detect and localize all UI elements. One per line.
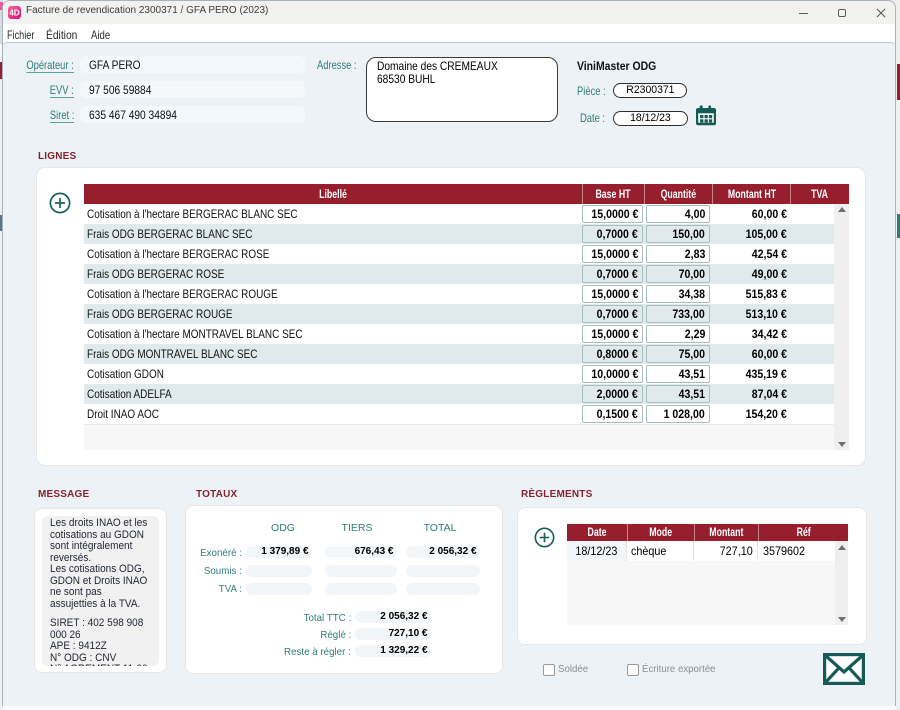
svg-text:4D: 4D bbox=[9, 9, 19, 18]
